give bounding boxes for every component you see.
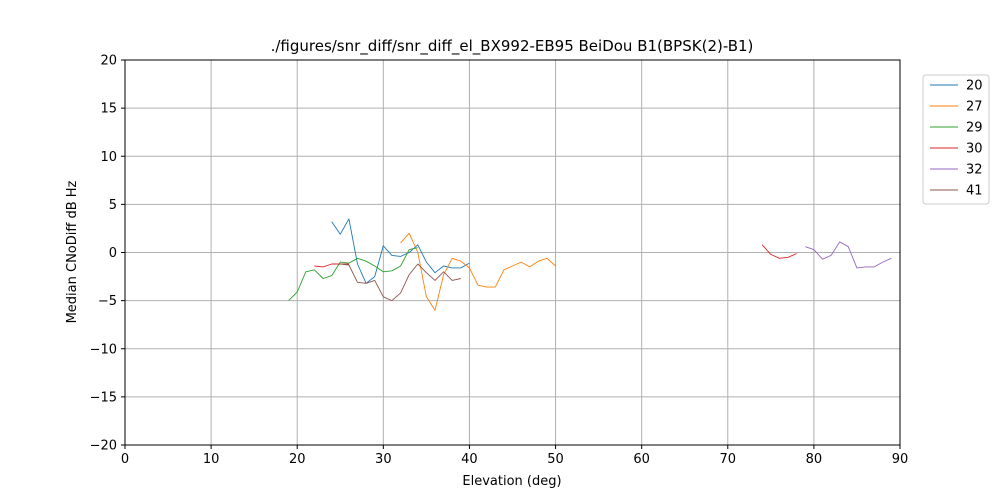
y-tick-label: −15 [90,390,117,405]
y-tick-label: 0 [109,246,117,261]
y-tick-label: 15 [100,102,117,117]
series-line-27 [400,232,556,311]
x-tick-label: 0 [121,452,129,467]
series-line-29 [288,247,418,301]
legend: 20 27 29 30 32 41 [922,74,990,205]
legend-item-20: 20 [930,79,983,94]
series-line-32 [805,241,892,269]
chart-title: ./figures/snr_diff/snr_diff_el_BX992-EB9… [271,37,754,56]
legend-label: 30 [966,142,983,157]
legend-item-30: 30 [930,142,983,157]
x-tick-label: 40 [461,452,478,467]
series-line-20 [331,218,470,284]
x-tick-label: 70 [720,452,737,467]
y-tick-label: −20 [90,439,117,454]
y-tick-label: −5 [98,294,117,309]
legend-item-29: 29 [930,121,983,136]
legend-label: 29 [966,121,983,136]
x-axis-label: Elevation (deg) [462,474,561,489]
legend-label: 41 [966,184,983,199]
plot-lines [288,218,892,311]
x-tick-label: 20 [289,452,306,467]
series-line-30 [761,244,797,259]
legend-label: 20 [966,79,983,94]
series-32 [805,241,892,269]
legend-box [922,74,990,205]
series-27 [400,232,556,311]
legend-label: 27 [966,100,983,115]
y-tick-label: 10 [100,150,117,165]
y-tick-label: −10 [90,342,117,357]
series-29 [288,247,418,301]
series-41 [340,263,461,302]
y-tick-label: 5 [109,198,117,213]
x-tick-label: 30 [375,452,392,467]
axis-ticks: 0 10 20 30 40 50 60 70 80 90 −20 −15 −10 −5 0 5 10 15 20 [90,54,909,468]
x-tick-label: 90 [892,452,909,467]
series-20 [331,218,470,284]
y-tick-label: 20 [100,54,117,69]
x-tick-label: 50 [547,452,564,467]
series-line-41 [340,263,461,302]
x-tick-label: 60 [633,452,650,467]
x-tick-label: 80 [806,452,823,467]
legend-item-41: 41 [930,184,983,199]
legend-item-32: 32 [930,163,983,178]
x-tick-label: 10 [203,452,220,467]
legend-item-27: 27 [930,100,983,115]
legend-label: 32 [966,163,983,178]
y-axis-label: Median CNoDiff dB Hz [65,180,80,323]
